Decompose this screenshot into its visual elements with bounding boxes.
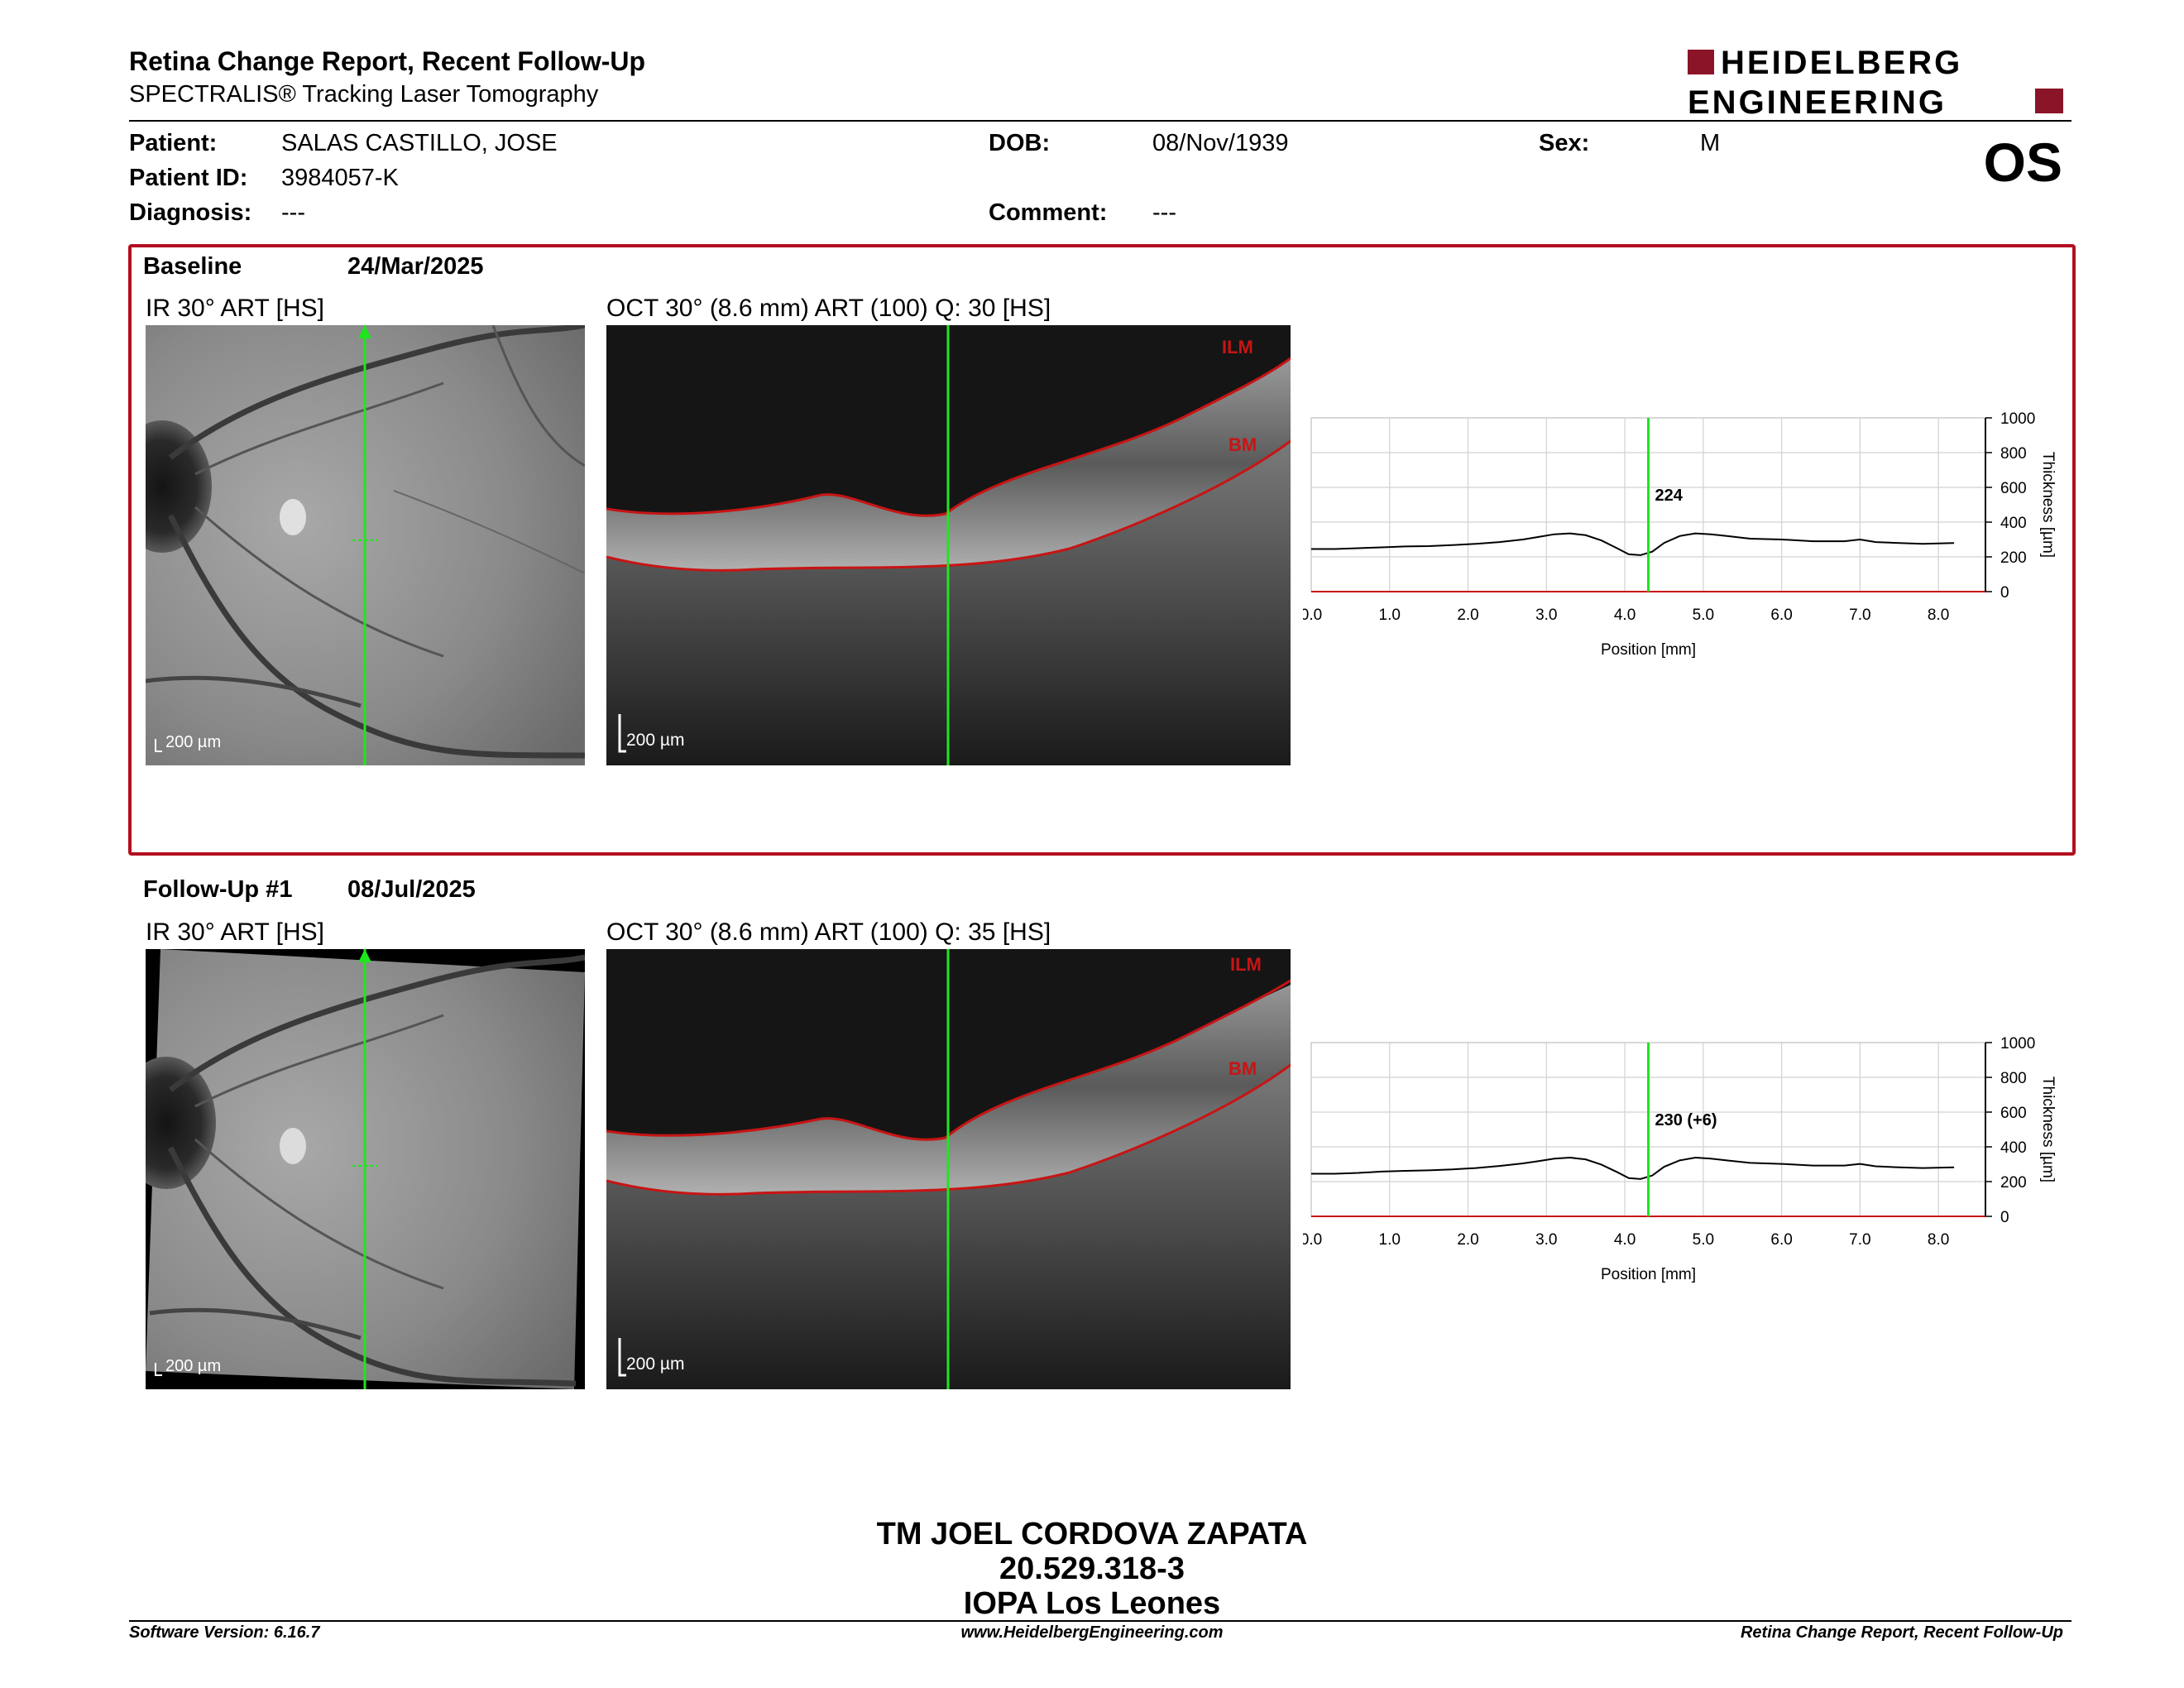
footer-url: www.HeidelbergEngineering.com [960,1623,1224,1642]
x-axis-title: Position [mm] [1601,1266,1696,1283]
heidelberg-logo: HEIDELBERG ENGINEERING [1688,46,2063,120]
report-subtitle: SPECTRALIS® Tracking Laser Tomography [129,81,599,108]
y-tick-label: 800 [2000,1070,2027,1087]
y-tick-label: 0 [2000,1209,2009,1226]
y-tick-label: 200 [2000,1174,2027,1192]
patient-name: SALAS CASTILLO, JOSE [281,130,558,156]
x-tick-label: 5.0 [1693,607,1714,624]
diagnosis-value: --- [281,199,305,226]
followup-ir-title: IR 30° ART [HS] [146,918,324,946]
thickness-line [1311,1157,1955,1180]
baseline-ilm-label: ILM [1222,337,1253,357]
signature-id: 20.529.318-3 [999,1551,1185,1586]
y-axis-title: Thickness [µm] [2039,1077,2057,1182]
followup-date: 08/Jul/2025 [347,876,476,903]
x-tick-label: 8.0 [1928,607,1949,624]
followup-bm-label: BM [1228,1058,1257,1079]
followup-oct-image: ILM BM 200 µm [606,949,1291,1389]
baseline-oct-image: ILM BM 200 µm [606,325,1291,765]
x-tick-label: 0.0 [1303,607,1322,624]
y-tick-label: 400 [2000,1139,2027,1157]
baseline-ir-scale: 200 µm [165,733,221,751]
footer-rule [129,1620,2071,1622]
y-tick-label: 400 [2000,515,2027,532]
followup-ir-scale: 200 µm [165,1357,221,1375]
y-tick-label: 1000 [2000,1035,2035,1053]
x-tick-label: 7.0 [1849,1231,1870,1249]
comment-value: --- [1152,199,1176,226]
thickness-readout: 230 (+6) [1655,1111,1717,1129]
baseline-ir-image: 200 µm [146,325,585,765]
sex-value: M [1700,130,1721,156]
y-tick-label: 1000 [2000,410,2035,428]
patient-id-label: Patient ID: [129,165,248,191]
baseline-label: Baseline [143,253,242,280]
x-tick-label: 5.0 [1693,1231,1714,1249]
y-tick-label: 600 [2000,480,2027,497]
baseline-ir-title: IR 30° ART [HS] [146,295,324,322]
baseline-date: 24/Mar/2025 [347,253,484,280]
x-tick-label: 2.0 [1457,1231,1478,1249]
x-tick-label: 2.0 [1457,607,1478,624]
x-axis-title: Position [mm] [1601,641,1696,659]
signature-name: TM JOEL CORDOVA ZAPATA [876,1517,1308,1551]
thickness-readout: 224 [1655,487,1684,505]
baseline-thickness-chart: 0 200 400 600 800 1000 0.0 1.0 2.0 3.0 4.0 5.0 6.0 7.… [1303,410,2057,659]
followup-ir-image: 200 µm [146,949,585,1389]
x-tick-label: 3.0 [1535,607,1557,624]
patient-id: 3984057-K [281,165,399,191]
x-tick-label: 1.0 [1379,607,1401,624]
y-tick-label: 800 [2000,445,2027,463]
x-tick-label: 1.0 [1379,1231,1401,1249]
patient-label: Patient: [129,130,218,156]
thickness-line [1311,532,1955,556]
x-tick-label: 4.0 [1614,1231,1636,1249]
baseline-oct-title: OCT 30° (8.6 mm) ART (100) Q: 30 [HS] [606,295,1051,322]
x-tick-label: 7.0 [1849,607,1870,624]
eye-indicator: OS [1983,132,2062,193]
sex-label: Sex: [1539,130,1590,156]
y-tick-label: 200 [2000,549,2027,567]
y-tick-label: 0 [2000,584,2009,602]
y-axis-title: Thickness [µm] [2039,452,2057,558]
x-tick-label: 0.0 [1303,1231,1322,1249]
baseline-frame [128,244,2076,856]
baseline-oct-scale: 200 µm [626,731,684,750]
baseline-bm-label: BM [1228,434,1257,455]
footer-report-name: Retina Change Report, Recent Follow-Up [1740,1623,2063,1642]
followup-label: Follow-Up #1 [143,876,293,903]
followup-ilm-label: ILM [1230,954,1262,975]
x-tick-label: 3.0 [1535,1231,1557,1249]
x-tick-label: 4.0 [1614,607,1636,624]
footer-software: Software Version: 6.16.7 [129,1623,320,1642]
followup-thickness-chart: 0 200 400 600 800 1000 0.0 1.0 2.0 3.0 4.0 5.0 6.0 7.… [1303,1035,2057,1283]
report-title: Retina Change Report, Recent Follow-Up [129,46,646,76]
logo-line1: HEIDELBERG [1721,46,1962,81]
diagnosis-label: Diagnosis: [129,199,252,226]
dob-label: DOB: [989,130,1051,156]
comment-label: Comment: [989,199,1108,226]
signature-clinic: IOPA Los Leones [963,1586,1221,1621]
x-tick-label: 8.0 [1928,1231,1949,1249]
logo-line2: ENGINEERING [1688,84,1947,120]
y-tick-label: 600 [2000,1105,2027,1122]
x-tick-label: 6.0 [1770,607,1792,624]
dob-value: 08/Nov/1939 [1152,130,1289,156]
header-rule [129,120,2071,122]
x-tick-label: 6.0 [1770,1231,1792,1249]
followup-oct-scale: 200 µm [626,1355,684,1374]
followup-oct-title: OCT 30° (8.6 mm) ART (100) Q: 35 [HS] [606,918,1051,946]
